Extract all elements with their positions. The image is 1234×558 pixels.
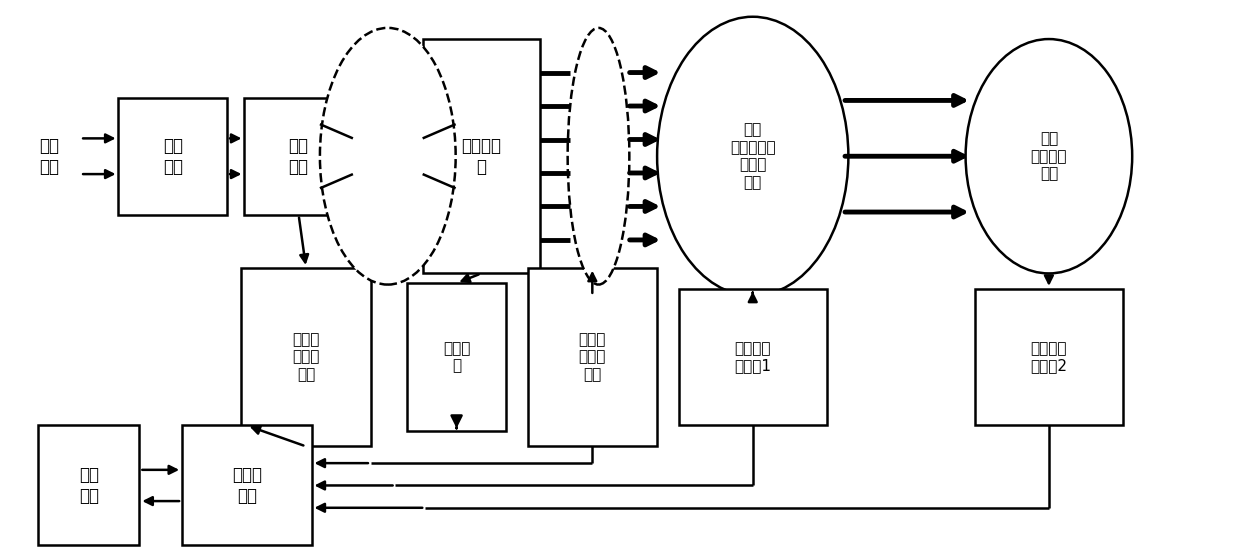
Ellipse shape — [965, 39, 1132, 273]
Text: 中央控
制器: 中央控 制器 — [232, 466, 262, 505]
Ellipse shape — [320, 28, 455, 285]
Text: 六相
对称绕组永
磁同步
电机: 六相 对称绕组永 磁同步 电机 — [731, 123, 775, 190]
FancyBboxPatch shape — [183, 425, 311, 546]
Text: 滤波
电容: 滤波 电容 — [289, 137, 308, 176]
Text: 转子位置
角检测1: 转子位置 角检测1 — [734, 341, 771, 373]
Text: 隔离驱
动: 隔离驱 动 — [443, 341, 470, 373]
Text: 交流
电压: 交流 电压 — [39, 137, 59, 176]
FancyBboxPatch shape — [244, 98, 353, 215]
FancyBboxPatch shape — [407, 283, 506, 431]
FancyBboxPatch shape — [38, 425, 139, 546]
Text: 六相逆变
器: 六相逆变 器 — [462, 137, 501, 176]
Text: 三相
永磁同步
电机: 三相 永磁同步 电机 — [1030, 131, 1067, 181]
Ellipse shape — [568, 28, 629, 285]
Ellipse shape — [656, 17, 849, 296]
FancyBboxPatch shape — [527, 268, 656, 446]
FancyBboxPatch shape — [422, 39, 540, 273]
Text: 绕组电
流采集
电路: 绕组电 流采集 电路 — [579, 332, 606, 382]
FancyBboxPatch shape — [975, 289, 1123, 425]
FancyBboxPatch shape — [242, 268, 370, 446]
Text: 转子位置
角检测2: 转子位置 角检测2 — [1030, 341, 1067, 373]
FancyBboxPatch shape — [679, 289, 827, 425]
FancyBboxPatch shape — [118, 98, 227, 215]
Text: 人机
接口: 人机 接口 — [79, 466, 99, 505]
Text: 母线电
压采集
电路: 母线电 压采集 电路 — [292, 332, 320, 382]
Text: 整流
电路: 整流 电路 — [163, 137, 183, 176]
